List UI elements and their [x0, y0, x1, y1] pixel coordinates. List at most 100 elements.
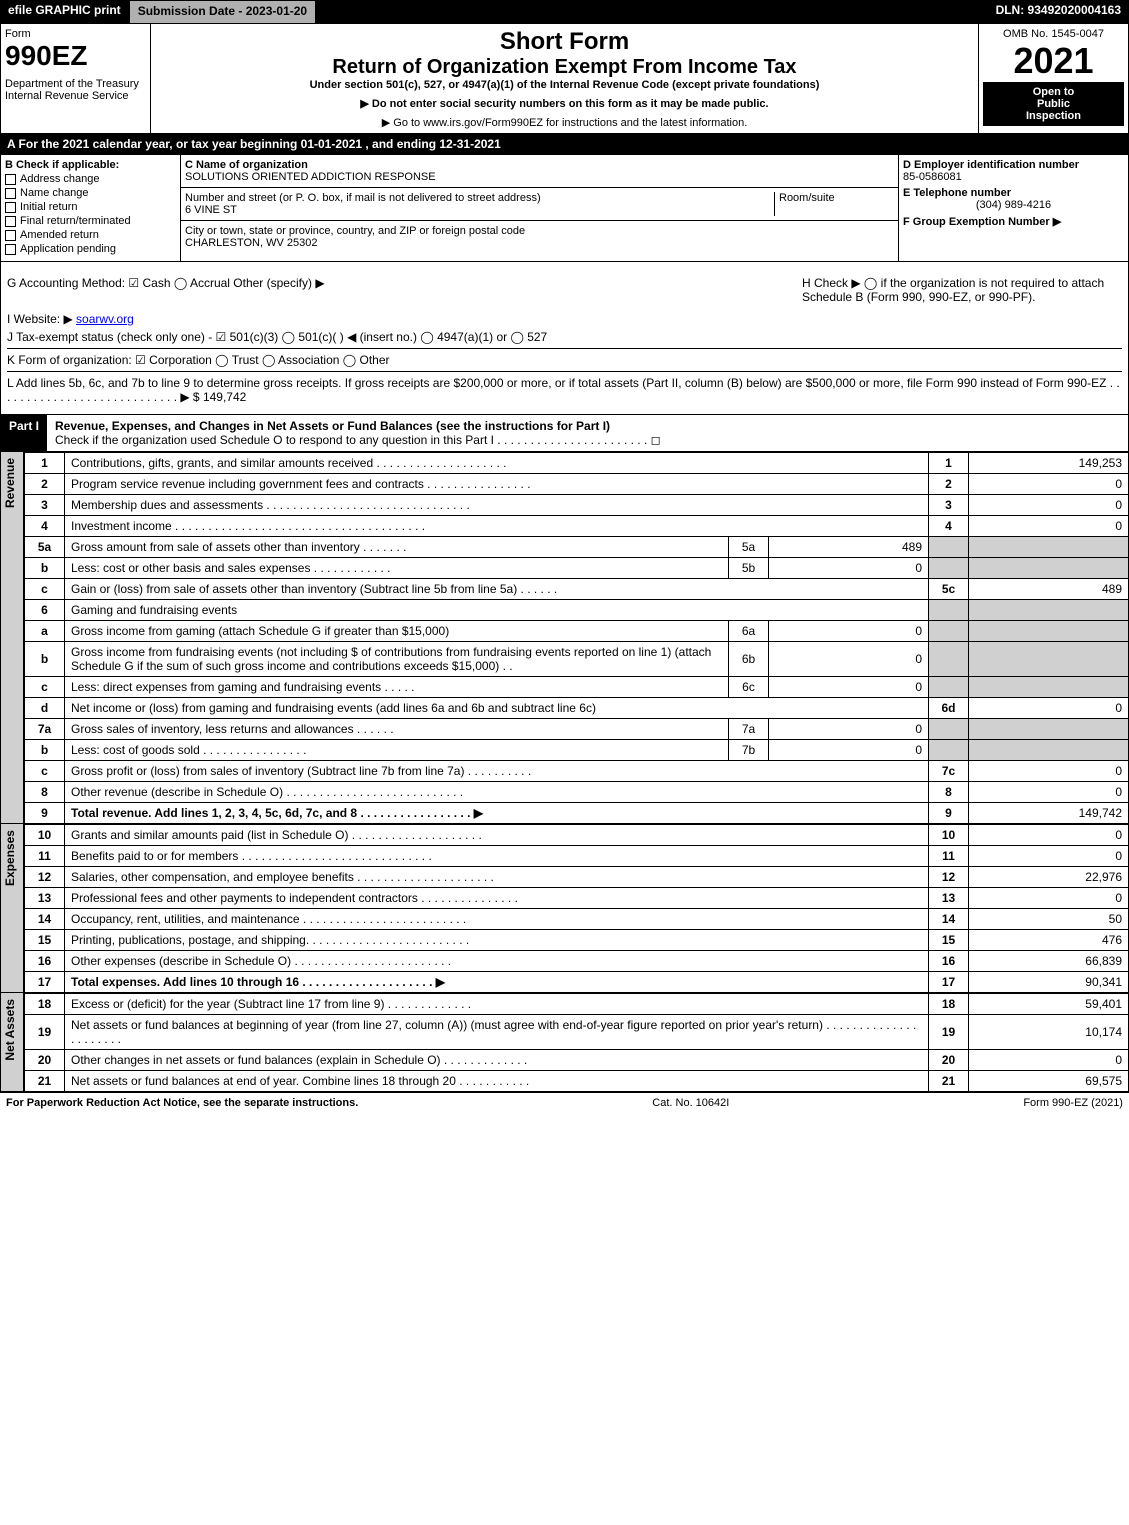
- line-17: 17Total expenses. Add lines 10 through 1…: [25, 972, 1129, 993]
- e-label: E Telephone number: [903, 187, 1124, 199]
- line-6: 6Gaming and fundraising events: [25, 600, 1129, 621]
- line-2: 2Program service revenue including gover…: [25, 474, 1129, 495]
- section-BCDEF: B Check if applicable: Address change Na…: [0, 155, 1129, 262]
- cb-initial-return[interactable]: Initial return: [5, 201, 176, 213]
- part-I-header: Part I Revenue, Expenses, and Changes in…: [0, 415, 1129, 452]
- part-I-title: Revenue, Expenses, and Changes in Net As…: [47, 415, 1128, 451]
- line-16: 16Other expenses (describe in Schedule O…: [25, 951, 1129, 972]
- revenue-table: 1Contributions, gifts, grants, and simil…: [24, 452, 1129, 824]
- netassets-section: Net Assets 18Excess or (deficit) for the…: [0, 993, 1129, 1092]
- line-18: 18Excess or (deficit) for the year (Subt…: [25, 994, 1129, 1015]
- phone: (304) 989-4216: [903, 199, 1124, 211]
- footer-mid: Cat. No. 10642I: [652, 1097, 729, 1109]
- line-5c: cGain or (loss) from sale of assets othe…: [25, 579, 1129, 600]
- org-name: SOLUTIONS ORIENTED ADDICTION RESPONSE: [185, 171, 436, 183]
- section-DEF: D Employer identification number 85-0586…: [898, 155, 1128, 261]
- netassets-label: Net Assets: [0, 993, 24, 1092]
- city-label: City or town, state or province, country…: [185, 225, 525, 237]
- expenses-label: Expenses: [0, 824, 24, 993]
- submission-date: Submission Date - 2023-01-20: [129, 0, 316, 24]
- top-spacer: [316, 0, 987, 24]
- line-12: 12Salaries, other compensation, and empl…: [25, 867, 1129, 888]
- form-of-org: K Form of organization: ☑ Corporation ◯ …: [7, 348, 1122, 367]
- header-left: Form 990EZ Department of the Treasury In…: [1, 24, 151, 133]
- line-6d: dNet income or (loss) from gaming and fu…: [25, 698, 1129, 719]
- tax-year: 2021: [983, 40, 1124, 82]
- form-header: Form 990EZ Department of the Treasury In…: [0, 24, 1129, 134]
- c-name-label: C Name of organization: [185, 159, 436, 171]
- line-15: 15Printing, publications, postage, and s…: [25, 930, 1129, 951]
- b-label: B Check if applicable:: [5, 159, 176, 171]
- line-9: 9Total revenue. Add lines 1, 2, 3, 4, 5c…: [25, 803, 1129, 824]
- top-bar: efile GRAPHIC print Submission Date - 20…: [0, 0, 1129, 24]
- cb-final-return[interactable]: Final return/terminated: [5, 215, 176, 227]
- city: CHARLESTON, WV 25302: [185, 237, 525, 249]
- section-B: B Check if applicable: Address change Na…: [1, 155, 181, 261]
- f-label: F Group Exemption Number ▶: [903, 215, 1124, 228]
- cb-address-change[interactable]: Address change: [5, 173, 176, 185]
- website-link[interactable]: soarwv.org: [76, 312, 134, 326]
- part-I-label: Part I: [1, 415, 47, 451]
- org-name-row: C Name of organization SOLUTIONS ORIENTE…: [181, 155, 898, 188]
- street: 6 VINE ST: [185, 204, 774, 216]
- footer-left: For Paperwork Reduction Act Notice, see …: [6, 1097, 358, 1109]
- tax-exempt-status: J Tax-exempt status (check only one) - ☑…: [7, 330, 1122, 344]
- header-right: OMB No. 1545-0047 2021 Open to Public In…: [978, 24, 1128, 133]
- title-return: Return of Organization Exempt From Incom…: [159, 56, 970, 79]
- ein: 85-0586081: [903, 171, 1124, 183]
- expenses-table: 10Grants and similar amounts paid (list …: [24, 824, 1129, 993]
- line-4: 4Investment income . . . . . . . . . . .…: [25, 516, 1129, 537]
- section-C: C Name of organization SOLUTIONS ORIENTE…: [181, 155, 898, 261]
- line-6a: aGross income from gaming (attach Schedu…: [25, 621, 1129, 642]
- footer-right: Form 990-EZ (2021): [1023, 1097, 1123, 1109]
- line-5b: bLess: cost or other basis and sales exp…: [25, 558, 1129, 579]
- line-7a: 7aGross sales of inventory, less returns…: [25, 719, 1129, 740]
- line-8: 8Other revenue (describe in Schedule O) …: [25, 782, 1129, 803]
- form-number: 990EZ: [5, 40, 146, 72]
- efile-print[interactable]: efile GRAPHIC print: [0, 0, 129, 24]
- accounting-method: G Accounting Method: ☑ Cash ◯ Accrual Ot…: [7, 276, 802, 304]
- city-row: City or town, state or province, country…: [181, 221, 898, 253]
- line-21: 21Net assets or fund balances at end of …: [25, 1071, 1129, 1092]
- line-5a: 5aGross amount from sale of assets other…: [25, 537, 1129, 558]
- website-row: I Website: ▶ soarwv.org: [7, 312, 1122, 326]
- revenue-section: Revenue 1Contributions, gifts, grants, a…: [0, 452, 1129, 824]
- street-label: Number and street (or P. O. box, if mail…: [185, 192, 774, 204]
- form-word: Form: [5, 28, 146, 40]
- part-I-check: Check if the organization used Schedule …: [55, 433, 661, 447]
- cb-application-pending[interactable]: Application pending: [5, 243, 176, 255]
- header-center: Short Form Return of Organization Exempt…: [151, 24, 978, 133]
- line-20: 20Other changes in net assets or fund ba…: [25, 1050, 1129, 1071]
- section-A: A For the 2021 calendar year, or tax yea…: [0, 134, 1129, 155]
- open-to-public: Open to Public Inspection: [983, 82, 1124, 126]
- section-GHIJKL: G Accounting Method: ☑ Cash ◯ Accrual Ot…: [0, 262, 1129, 415]
- title-short-form: Short Form: [159, 28, 970, 56]
- line-11: 11Benefits paid to or for members . . . …: [25, 846, 1129, 867]
- revenue-label: Revenue: [0, 452, 24, 824]
- line-10: 10Grants and similar amounts paid (list …: [25, 825, 1129, 846]
- goto-link[interactable]: ▶ Go to www.irs.gov/Form990EZ for instru…: [159, 116, 970, 129]
- cb-name-change[interactable]: Name change: [5, 187, 176, 199]
- line-7c: cGross profit or (loss) from sales of in…: [25, 761, 1129, 782]
- line-1: 1Contributions, gifts, grants, and simil…: [25, 453, 1129, 474]
- expenses-section: Expenses 10Grants and similar amounts pa…: [0, 824, 1129, 993]
- line-3: 3Membership dues and assessments . . . .…: [25, 495, 1129, 516]
- line-7b: bLess: cost of goods sold . . . . . . . …: [25, 740, 1129, 761]
- line-13: 13Professional fees and other payments t…: [25, 888, 1129, 909]
- line-19: 19Net assets or fund balances at beginni…: [25, 1015, 1129, 1050]
- gross-receipts: L Add lines 5b, 6c, and 7b to line 9 to …: [7, 371, 1122, 404]
- line-6b: bGross income from fundraising events (n…: [25, 642, 1129, 677]
- omb-number: OMB No. 1545-0047: [983, 28, 1124, 40]
- cb-amended[interactable]: Amended return: [5, 229, 176, 241]
- street-row: Number and street (or P. O. box, if mail…: [181, 188, 898, 221]
- line-6c: cLess: direct expenses from gaming and f…: [25, 677, 1129, 698]
- room-label: Room/suite: [779, 192, 894, 204]
- subtitle: Under section 501(c), 527, or 4947(a)(1)…: [159, 79, 970, 91]
- netassets-table: 18Excess or (deficit) for the year (Subt…: [24, 993, 1129, 1092]
- ssn-warning: ▶ Do not enter social security numbers o…: [159, 97, 970, 110]
- section-H: H Check ▶ ◯ if the organization is not r…: [802, 276, 1122, 304]
- dept-treasury: Department of the Treasury Internal Reve…: [5, 78, 146, 102]
- d-label: D Employer identification number: [903, 159, 1124, 171]
- dln: DLN: 93492020004163: [988, 0, 1129, 24]
- page-footer: For Paperwork Reduction Act Notice, see …: [0, 1092, 1129, 1113]
